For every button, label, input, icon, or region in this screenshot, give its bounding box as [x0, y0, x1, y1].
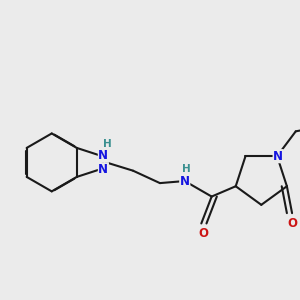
- Text: H: H: [182, 164, 191, 174]
- Text: O: O: [198, 227, 208, 240]
- Text: N: N: [180, 175, 190, 188]
- Text: N: N: [273, 150, 283, 163]
- Text: N: N: [98, 163, 108, 176]
- Text: O: O: [287, 217, 297, 230]
- Text: H: H: [103, 139, 112, 149]
- Text: N: N: [98, 149, 108, 162]
